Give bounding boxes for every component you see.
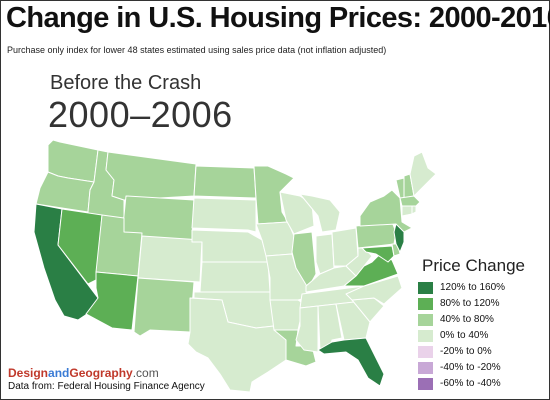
state-florida [317,337,385,387]
legend-swatch [418,313,433,326]
state-connecticut [401,205,413,217]
state-south-dakota [191,197,257,233]
period-range: 2000–2006 [48,94,233,135]
legend-label: -60% to -40% [440,378,501,389]
legend-row: 0% to 40% [418,328,525,343]
state-maine [409,151,437,197]
state-nevada [57,208,103,285]
legend-swatch [418,361,433,374]
state-nebraska [191,229,269,263]
state-kansas [199,261,271,293]
state-minnesota [253,165,295,225]
legend-swatch [418,345,433,358]
state-new-mexico [133,277,195,337]
state-indiana [315,233,335,275]
legend: Price Change 120% to 160% 80% to 120% 40… [418,256,525,392]
brand-part-design: Design [8,366,49,380]
brand-part-geography: Geography [69,366,133,380]
legend-swatch [418,377,433,390]
legend-label: 120% to 160% [440,282,506,293]
state-massachusetts [399,195,421,207]
legend-swatch [418,329,433,342]
legend-swatch [418,297,433,310]
legend-row: 120% to 160% [418,280,525,295]
brand-suffix: .com [132,366,159,380]
map-title: Change in U.S. Housing Prices: 2000-2010 [6,2,550,34]
legend-row: 80% to 120% [418,296,525,311]
map-subtitle: Purchase only index for lower 48 states … [7,45,387,55]
legend-label: 40% to 80% [440,314,494,325]
brand-part-and: and [48,366,70,380]
period-label: Before the Crash [50,72,202,94]
state-new-york [359,189,413,233]
legend-label: -20% to 0% [440,346,492,357]
legend-label: 0% to 40% [440,330,489,341]
legend-row: -40% to -20% [418,360,525,375]
state-michigan [299,193,341,233]
state-montana [105,151,197,201]
state-rhode-island [411,205,417,215]
legend-row: -60% to -40% [418,376,525,391]
legend-row: 40% to 80% [418,312,525,327]
state-north-dakota [193,165,257,199]
legend-label: -40% to -20% [440,362,501,373]
state-colorado [137,235,203,283]
state-wisconsin [279,191,315,235]
state-texas [187,297,287,393]
legend-row: -20% to 0% [418,344,525,359]
state-arkansas [269,299,305,331]
data-source: Data from: Federal Housing Finance Agenc… [8,381,205,392]
brand-credit: DesignandGeography.com [8,366,159,380]
legend-swatch [418,281,433,294]
legend-label: 80% to 120% [440,298,500,309]
legend-title: Price Change [422,256,526,275]
